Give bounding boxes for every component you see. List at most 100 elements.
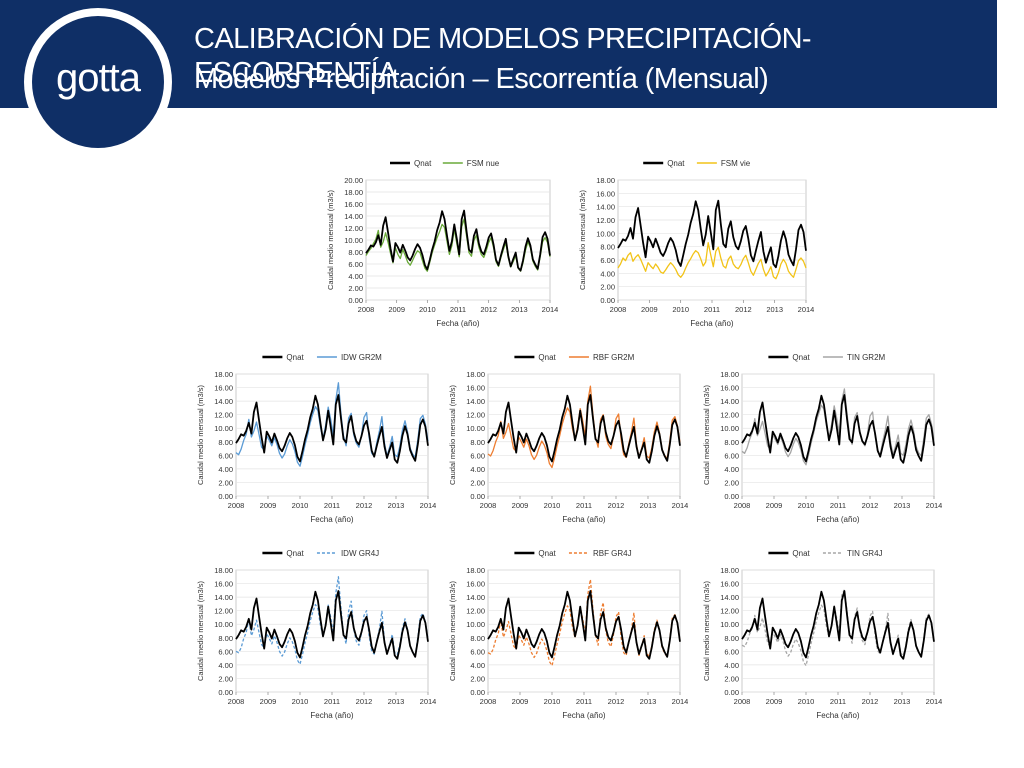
x-tick-label: 2009 [512, 697, 529, 706]
y-tick-label: 12.00 [720, 411, 739, 420]
x-tick-label: 2012 [862, 697, 879, 706]
y-tick-label: 8.00 [470, 634, 485, 643]
logo: gotta [24, 8, 172, 156]
y-tick-label: 12.00 [596, 216, 615, 225]
y-tick-label: 6.00 [348, 260, 363, 269]
logo-text: gotta [56, 56, 141, 100]
x-axis-label: Fecha (año) [816, 515, 859, 524]
x-tick-label: 2009 [766, 697, 783, 706]
x-tick-label: 2013 [511, 305, 528, 314]
chart-svg-idw-gr2m: Qnat IDW GR2M 0.00 2.00 4.00 6.00 8.00 10.00 12.… [196, 353, 436, 524]
y-tick-label: 18.00 [720, 370, 739, 379]
legend-label-sim: RBF GR2M [593, 353, 635, 362]
legend-label-sim: FSM vie [721, 159, 751, 168]
x-tick-label: 2009 [641, 305, 658, 314]
x-tick-label: 2008 [228, 501, 245, 510]
y-tick-label: 16.00 [720, 384, 739, 393]
x-tick-label: 2013 [766, 305, 783, 314]
y-tick-label: 14.00 [344, 212, 363, 221]
legend-label-sim: TIN GR2M [847, 353, 886, 362]
y-tick-label: 16.00 [596, 189, 615, 198]
chart-panel-fsm-nue: Qnat FSM nue 0.00 2.00 4.00 6.00 8.00 10.00 12.0… [318, 150, 558, 338]
y-tick-label: 8.00 [724, 438, 739, 447]
y-tick-label: 12.00 [214, 607, 233, 616]
y-tick-label: 4.00 [218, 465, 233, 474]
legend-label-sim: IDW GR4J [341, 549, 379, 558]
legend-label-sim: FSM nue [467, 159, 500, 168]
y-tick-label: 2.00 [218, 674, 233, 683]
header-edge [997, 0, 1024, 108]
y-tick-label: 18.00 [344, 188, 363, 197]
x-tick-label: 2008 [480, 501, 497, 510]
y-tick-label: 14.00 [720, 397, 739, 406]
x-axis-label: Fecha (año) [310, 711, 353, 720]
x-tick-label: 2012 [862, 501, 879, 510]
series-line-qnat [617, 199, 807, 269]
chart-legend: Qnat FSM nue [390, 159, 500, 168]
y-tick-label: 16.00 [214, 384, 233, 393]
x-tick-label: 2013 [640, 697, 657, 706]
y-tick-label: 0.00 [470, 492, 485, 501]
y-tick-label: 18.00 [720, 566, 739, 575]
x-tick-label: 2010 [419, 305, 436, 314]
legend-label-qnat: Qnat [792, 549, 810, 558]
series-line-sim [235, 382, 429, 467]
x-tick-label: 2008 [358, 305, 375, 314]
x-tick-label: 2008 [610, 305, 627, 314]
y-tick-label: 18.00 [596, 176, 615, 185]
y-tick-label: 0.00 [724, 492, 739, 501]
legend-label-sim: TIN GR4J [847, 549, 883, 558]
page-title: CALIBRACIÓN DE MODELOS PRECIPITACIÓN-ESC… [194, 23, 812, 89]
x-tick-label: 2008 [480, 697, 497, 706]
y-tick-label: 6.00 [470, 647, 485, 656]
series-line-qnat [741, 394, 935, 464]
y-axis-label: Caudal medio mensual (m3/s) [326, 189, 335, 290]
y-tick-label: 2.00 [470, 478, 485, 487]
y-tick-label: 12.00 [720, 607, 739, 616]
y-tick-label: 14.00 [214, 397, 233, 406]
x-tick-label: 2014 [798, 305, 814, 314]
legend-label-sim: IDW GR2M [341, 353, 382, 362]
x-tick-label: 2008 [734, 697, 751, 706]
y-tick-label: 6.00 [218, 451, 233, 460]
x-tick-label: 2012 [356, 501, 373, 510]
y-tick-label: 8.00 [470, 438, 485, 447]
chart-legend: Qnat RBF GR2M [514, 353, 635, 362]
x-tick-label: 2010 [544, 501, 561, 510]
legend-label-qnat: Qnat [792, 353, 810, 362]
y-tick-label: 6.00 [600, 256, 615, 265]
y-tick-label: 8.00 [348, 248, 363, 257]
x-tick-label: 2011 [830, 697, 846, 706]
y-tick-label: 18.00 [214, 566, 233, 575]
y-tick-label: 10.00 [720, 424, 739, 433]
chart-svg-tin-gr2m: Qnat TIN GR2M 0.00 2.00 4.00 6.00 8.00 10.00 12.… [702, 353, 942, 524]
x-tick-label: 2014 [672, 501, 688, 510]
y-tick-label: 6.00 [218, 647, 233, 656]
y-tick-label: 16.00 [344, 200, 363, 209]
y-axis-label: Caudal medio mensual (m3/s) [702, 580, 711, 681]
y-tick-label: 16.00 [466, 580, 485, 589]
chart-svg-fsm-nue: Qnat FSM nue 0.00 2.00 4.00 6.00 8.00 10.00 12.0… [326, 159, 558, 328]
y-tick-label: 12.00 [466, 411, 485, 420]
y-tick-label: 0.00 [218, 688, 233, 697]
y-tick-label: 4.00 [470, 465, 485, 474]
x-tick-label: 2008 [228, 697, 245, 706]
y-tick-label: 2.00 [218, 478, 233, 487]
chart-legend: Qnat FSM vie [643, 159, 751, 168]
y-tick-label: 18.00 [466, 370, 485, 379]
y-tick-label: 0.00 [348, 296, 363, 305]
chart-svg-idw-gr4j: Qnat IDW GR4J 0.00 2.00 4.00 6.00 8.00 10.00 12.… [196, 549, 436, 720]
y-tick-label: 10.00 [596, 229, 615, 238]
chart-legend: Qnat TIN GR2M [768, 353, 886, 362]
y-tick-label: 6.00 [470, 451, 485, 460]
chart-svg-fsm-vie: Qnat FSM vie 0.00 2.00 4.00 6.00 8.00 10.00 12.0… [578, 159, 814, 328]
series-line-qnat [365, 209, 551, 272]
series-line-sim [617, 242, 807, 280]
y-tick-label: 12.00 [466, 607, 485, 616]
x-tick-label: 2010 [292, 501, 309, 510]
x-tick-label: 2014 [926, 697, 942, 706]
chart-panel-rbf-gr2m: Qnat RBF GR2M 0.00 2.00 4.00 6.00 8.00 10.00 12.… [440, 344, 688, 534]
x-tick-label: 2013 [894, 501, 911, 510]
legend-label-qnat: Qnat [286, 549, 304, 558]
x-tick-label: 2010 [544, 697, 561, 706]
